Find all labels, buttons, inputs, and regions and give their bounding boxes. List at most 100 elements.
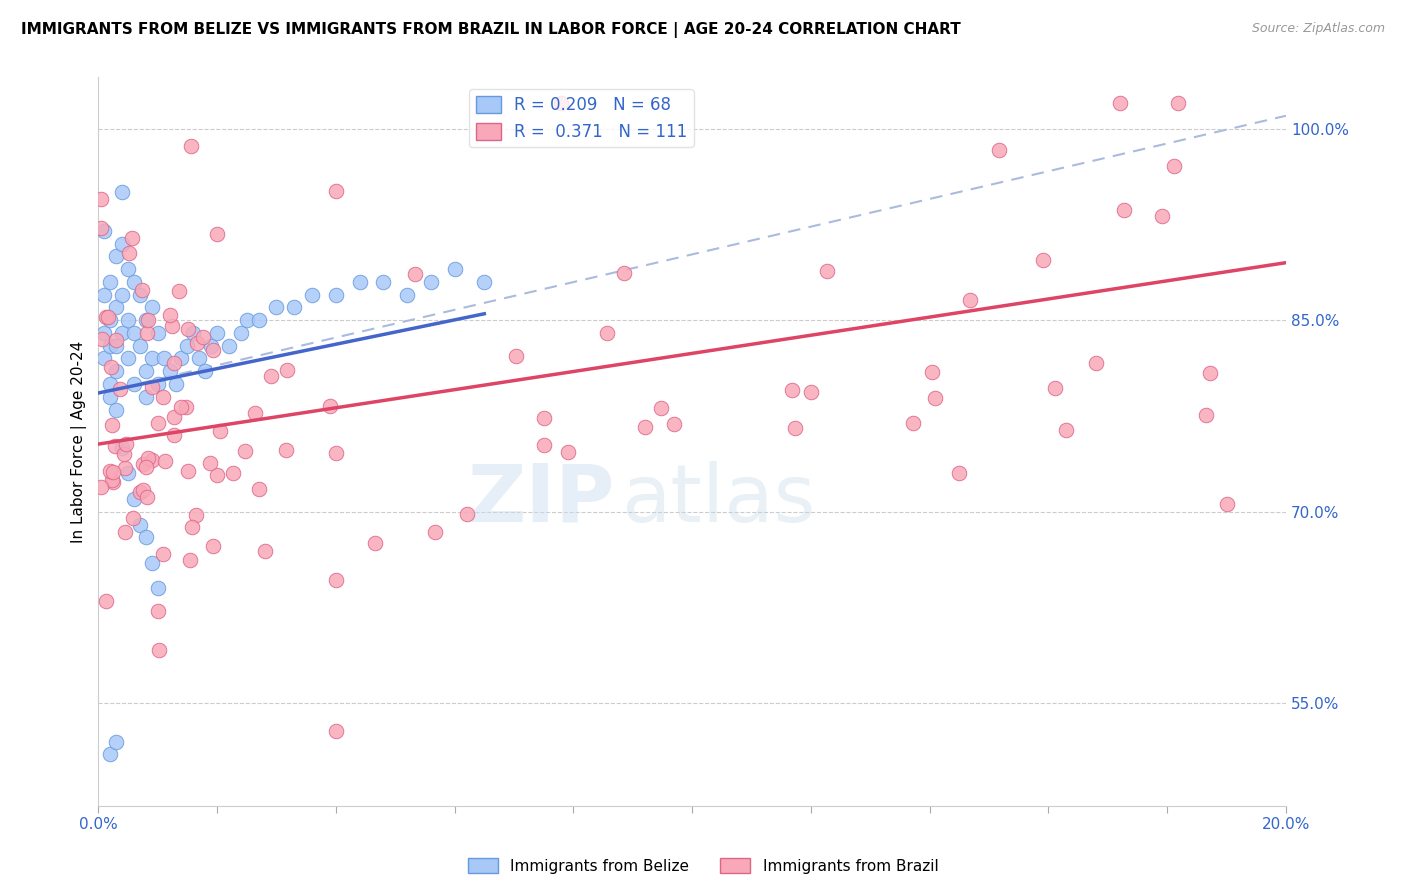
Point — [921, 365, 943, 379]
Point — [98, 747, 121, 762]
Point — [205, 326, 228, 340]
Point — [129, 517, 152, 532]
Point — [136, 451, 159, 466]
Point — [325, 573, 347, 587]
Point — [924, 391, 946, 405]
Point — [152, 547, 174, 561]
Point — [146, 416, 169, 430]
Point — [98, 275, 121, 289]
Point — [96, 310, 118, 324]
Point — [662, 417, 685, 431]
Point — [91, 332, 114, 346]
Point — [650, 401, 672, 415]
Point — [948, 467, 970, 481]
Point — [208, 424, 231, 438]
Point — [254, 544, 277, 558]
Point — [260, 369, 283, 384]
Legend: R = 0.209   N = 68, R =  0.371   N = 111: R = 0.209 N = 68, R = 0.371 N = 111 — [470, 89, 693, 147]
Point — [135, 459, 157, 474]
Point — [364, 536, 387, 550]
Point — [229, 326, 252, 340]
Point — [101, 465, 124, 479]
Point — [247, 313, 270, 327]
Point — [98, 377, 121, 392]
Point — [97, 310, 120, 325]
Point — [1085, 356, 1108, 370]
Point — [128, 485, 150, 500]
Point — [155, 454, 177, 468]
Point — [90, 192, 112, 206]
Point — [1045, 381, 1067, 395]
Point — [222, 466, 245, 480]
Point — [1167, 95, 1189, 110]
Point — [141, 351, 163, 366]
Point — [111, 186, 134, 200]
Point — [148, 642, 170, 657]
Point — [472, 275, 495, 289]
Point — [163, 356, 186, 370]
Point — [129, 339, 152, 353]
Point — [1109, 95, 1132, 110]
Point — [163, 427, 186, 442]
Point — [301, 287, 323, 301]
Point — [325, 446, 347, 460]
Point — [274, 442, 297, 457]
Point — [90, 480, 112, 494]
Point — [105, 301, 128, 315]
Text: ZIP: ZIP — [468, 461, 614, 539]
Point — [135, 364, 157, 378]
Point — [136, 490, 159, 504]
Point — [160, 318, 183, 333]
Point — [163, 409, 186, 424]
Point — [550, 95, 572, 110]
Point — [325, 184, 347, 198]
Point — [152, 390, 174, 404]
Point — [205, 227, 228, 242]
Point — [135, 530, 157, 544]
Point — [186, 335, 208, 350]
Point — [1032, 252, 1054, 267]
Point — [146, 326, 169, 340]
Point — [98, 339, 121, 353]
Point — [141, 453, 163, 467]
Point — [325, 724, 347, 739]
Point — [98, 464, 121, 478]
Point — [121, 511, 143, 525]
Point — [111, 236, 134, 251]
Point — [218, 339, 240, 353]
Text: Source: ZipAtlas.com: Source: ZipAtlas.com — [1251, 22, 1385, 36]
Point — [98, 390, 121, 404]
Point — [100, 473, 122, 487]
Point — [205, 468, 228, 483]
Point — [236, 313, 259, 327]
Point — [146, 582, 169, 596]
Text: IMMIGRANTS FROM BELIZE VS IMMIGRANTS FROM BRAZIL IN LABOR FORCE | AGE 20-24 CORR: IMMIGRANTS FROM BELIZE VS IMMIGRANTS FRO… — [21, 22, 960, 38]
Point — [122, 326, 145, 340]
Point — [132, 457, 155, 471]
Point — [266, 301, 288, 315]
Legend: Immigrants from Belize, Immigrants from Brazil: Immigrants from Belize, Immigrants from … — [461, 852, 945, 880]
Point — [105, 249, 128, 263]
Point — [176, 464, 198, 478]
Point — [1054, 424, 1077, 438]
Point — [1195, 408, 1218, 422]
Point — [98, 313, 121, 327]
Point — [443, 262, 465, 277]
Point — [112, 446, 135, 460]
Point — [815, 263, 838, 277]
Point — [165, 377, 187, 392]
Point — [141, 556, 163, 570]
Point — [114, 461, 136, 475]
Point — [122, 491, 145, 506]
Point — [613, 267, 636, 281]
Point — [901, 417, 924, 431]
Point — [105, 364, 128, 378]
Point — [180, 139, 202, 153]
Point — [176, 401, 198, 415]
Point — [111, 326, 134, 340]
Point — [988, 144, 1011, 158]
Point — [1215, 497, 1237, 511]
Point — [146, 377, 169, 392]
Point — [783, 421, 806, 435]
Point — [101, 475, 124, 489]
